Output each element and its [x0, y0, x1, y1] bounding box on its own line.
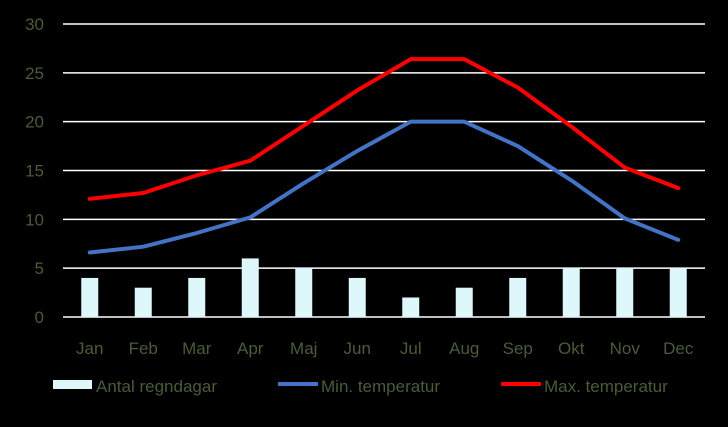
- bar: [616, 268, 634, 317]
- x-tick-label: Maj: [290, 339, 317, 358]
- legend-label: Min. temperatur: [321, 377, 440, 396]
- bar: [402, 297, 420, 317]
- bar: [188, 277, 206, 317]
- bar: [134, 287, 152, 317]
- y-tick-label: 30: [25, 15, 44, 34]
- bars-series: [81, 258, 687, 317]
- lines-series: [87, 57, 681, 255]
- x-tick-label: Okt: [558, 339, 585, 358]
- bar: [455, 287, 473, 317]
- x-tick-label: Feb: [129, 339, 158, 358]
- legend: Antal regndagar Min. temperatur Max. tempe…: [53, 377, 668, 396]
- x-tick-label: Apr: [237, 339, 264, 358]
- bar: [241, 258, 259, 317]
- series-line: [87, 57, 681, 201]
- legend-label: Max. temperatur: [544, 377, 668, 396]
- x-tick-label: Jun: [344, 339, 371, 358]
- gridlines: [63, 23, 705, 318]
- bar: [562, 268, 580, 317]
- bar: [295, 268, 313, 317]
- y-tick-label: 10: [25, 210, 44, 229]
- bar: [509, 277, 527, 317]
- x-tick-label: Sep: [503, 339, 533, 358]
- bar: [669, 268, 687, 317]
- x-tick-label: Nov: [610, 339, 641, 358]
- y-tick-label: 0: [35, 308, 44, 327]
- x-tick-label: Aug: [449, 339, 479, 358]
- x-tick-label: Jul: [400, 339, 422, 358]
- series-line: [87, 119, 681, 255]
- legend-swatch: [53, 380, 92, 389]
- y-axis-ticks: 0 5 10 15 20 25 30: [25, 15, 44, 327]
- bar: [348, 277, 366, 317]
- y-tick-label: 5: [35, 259, 44, 278]
- x-tick-label: Jan: [76, 339, 103, 358]
- y-tick-label: 20: [25, 113, 44, 132]
- y-tick-label: 15: [25, 162, 44, 181]
- x-tick-label: Dec: [663, 339, 694, 358]
- y-tick-label: 25: [25, 64, 44, 83]
- x-tick-label: Mar: [182, 339, 212, 358]
- x-axis-ticks: Jan Feb Mar Apr Maj Jun Jul Aug Sep Okt Nov Dec: [76, 339, 694, 358]
- legend-label: Antal regndagar: [96, 377, 217, 396]
- bar: [81, 277, 99, 317]
